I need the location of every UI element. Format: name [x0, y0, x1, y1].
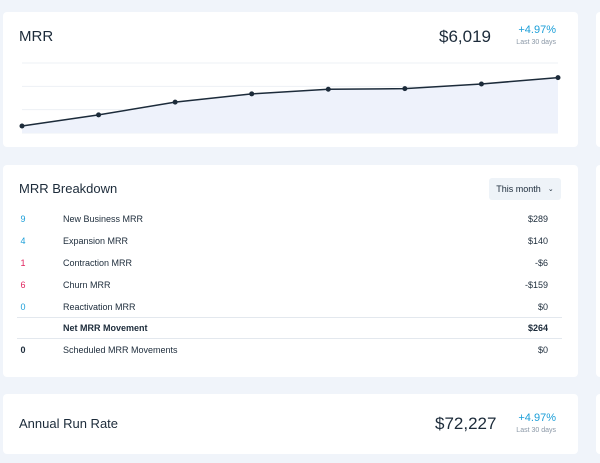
row-count: 4: [20, 236, 26, 246]
mrr-value: $6,019: [439, 27, 491, 46]
row-amount: $0: [537, 302, 548, 312]
mrr-title: MRR: [19, 28, 54, 45]
row-label: Scheduled MRR Movements: [63, 345, 178, 355]
arr-title: Annual Run Rate: [19, 416, 119, 431]
edge-card: [596, 165, 600, 377]
breakdown-row[interactable]: 0 Reactivation MRR $0: [17, 296, 562, 317]
row-label: Contraction MRR: [63, 258, 133, 268]
arr-change: +4.97%: [518, 412, 556, 424]
mrr-chart: [19, 62, 561, 134]
row-label: Churn MRR: [63, 280, 111, 290]
divider: [17, 338, 562, 339]
chart-point: [325, 86, 331, 92]
arr-period: Last 30 days: [516, 427, 556, 434]
row-amount: $140: [527, 236, 548, 246]
mrr-card: MRR $6,019 +4.97% Last 30 days: [3, 12, 578, 147]
net-mrr-row: Net MRR Movement $264: [17, 317, 562, 338]
breakdown-title: MRR Breakdown: [19, 181, 118, 196]
chevron-down-icon: ⌄: [547, 186, 554, 193]
breakdown-row[interactable]: 6 Churn MRR -$159: [17, 274, 562, 295]
mrr-period: Last 30 days: [516, 39, 556, 46]
divider: [17, 317, 562, 318]
breakdown-row[interactable]: 1 Contraction MRR -$6: [17, 252, 562, 273]
mrr-change: +4.97%: [518, 24, 556, 36]
row-count: 1: [20, 258, 26, 268]
annual-run-rate-card: Annual Run Rate $72,227 +4.97% Last 30 d…: [3, 394, 578, 454]
row-amount: -$6: [534, 258, 548, 268]
chart-point: [249, 91, 255, 97]
row-label: Expansion MRR: [63, 236, 129, 246]
chart-point: [555, 75, 561, 81]
chart-series-line: [21, 76, 559, 127]
row-count: 0: [20, 345, 26, 355]
row-label: New Business MRR: [63, 214, 144, 224]
row-amount: $289: [527, 214, 548, 224]
row-count: 6: [20, 280, 26, 290]
period-select[interactable]: This month ⌄: [489, 178, 561, 200]
chart-point: [96, 112, 102, 118]
net-mrr-amount: $264: [527, 323, 548, 333]
scheduled-row[interactable]: 0 Scheduled MRR Movements $0: [17, 339, 562, 360]
chart-point: [402, 86, 408, 92]
net-mrr-label: Net MRR Movement: [63, 323, 148, 333]
arr-value: $72,227: [435, 414, 497, 433]
mrr-breakdown-card: MRR Breakdown This month ⌄ 9 New Busines…: [3, 165, 578, 377]
chart-point: [172, 99, 178, 105]
chart-point: [478, 81, 484, 87]
row-amount: -$159: [524, 280, 548, 290]
breakdown-row[interactable]: 9 New Business MRR $289: [17, 208, 562, 229]
row-count: 0: [20, 302, 26, 312]
chart-point: [19, 123, 25, 129]
period-select-label: This month: [496, 184, 541, 194]
breakdown-row[interactable]: 4 Expansion MRR $140: [17, 230, 562, 251]
row-label: Reactivation MRR: [63, 302, 136, 312]
row-amount: $0: [537, 345, 548, 355]
edge-card: [596, 12, 600, 147]
chart-area: [22, 77, 558, 133]
row-count: 9: [20, 214, 26, 224]
edge-card: [596, 394, 600, 454]
